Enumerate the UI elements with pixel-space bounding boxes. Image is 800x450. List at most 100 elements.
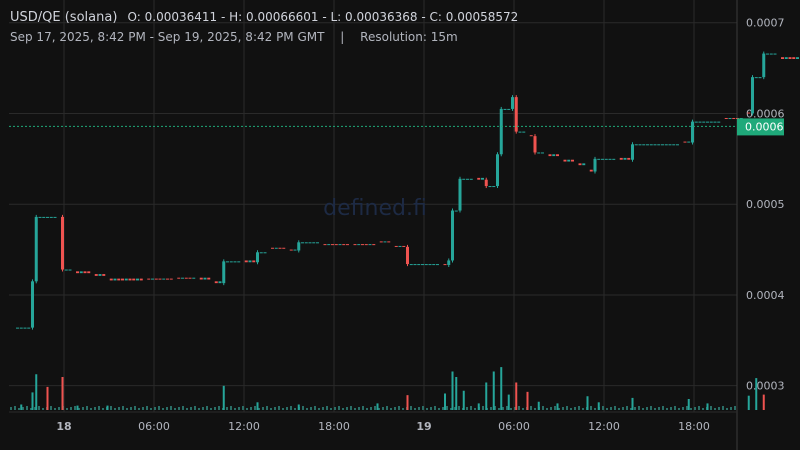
- candle: [537, 152, 541, 154]
- volume-bar: [78, 408, 80, 410]
- candle: [507, 108, 511, 110]
- volume-bar: [410, 406, 412, 410]
- volume-bar: [256, 402, 259, 410]
- candle: [717, 121, 721, 123]
- volume-bar: [606, 408, 608, 410]
- volume-bar: [214, 407, 216, 410]
- candle: [166, 278, 169, 280]
- x-tick-label: 12:00: [228, 420, 260, 433]
- volume-bar: [438, 408, 440, 410]
- candle: [529, 135, 533, 137]
- volume-bar: [166, 407, 168, 410]
- volume-bar: [730, 407, 732, 410]
- volume-bar: [502, 407, 504, 410]
- candle: [451, 210, 454, 261]
- watermark-text: defined.fi: [323, 196, 427, 221]
- volume-bar: [454, 407, 456, 410]
- volume-bar: [451, 371, 454, 410]
- volume-bar: [515, 382, 518, 410]
- volume-bar: [338, 406, 340, 410]
- candle: [271, 247, 274, 249]
- candle: [758, 77, 762, 79]
- candle: [623, 157, 627, 160]
- volume-bar: [126, 408, 128, 410]
- volume-bar: [490, 407, 492, 410]
- candle: [724, 117, 728, 119]
- candle: [428, 264, 432, 266]
- candle: [417, 264, 421, 266]
- candle: [691, 121, 694, 143]
- candle: [773, 53, 777, 55]
- candle: [128, 278, 132, 281]
- volume-bar: [678, 408, 680, 410]
- candle: [169, 278, 173, 280]
- candle: [683, 141, 687, 143]
- volume-bar: [246, 408, 248, 410]
- volume-bar: [314, 406, 316, 410]
- candle: [244, 260, 248, 263]
- candle: [631, 144, 634, 160]
- volume-bar: [390, 408, 392, 410]
- volume-bar: [422, 406, 424, 410]
- candle: [46, 216, 49, 218]
- volume-bar: [358, 407, 360, 410]
- volume-bar: [90, 408, 92, 410]
- volume-bar: [602, 406, 604, 410]
- candle: [788, 57, 792, 60]
- volume-bar: [485, 382, 488, 410]
- x-tick-label: 06:00: [138, 420, 170, 433]
- volume-bar: [230, 406, 232, 410]
- volume-bar: [530, 406, 532, 410]
- volume-bar: [698, 406, 700, 410]
- volume-bar: [210, 408, 212, 410]
- candle: [252, 260, 256, 263]
- candle: [601, 158, 604, 160]
- volume-bar: [222, 385, 225, 410]
- candle: [709, 121, 713, 123]
- volume-bar: [426, 408, 428, 410]
- volume-bar: [138, 408, 140, 410]
- volume-bar: [20, 404, 23, 410]
- candle: [769, 53, 773, 55]
- volume-bar: [537, 401, 540, 410]
- volume-bar: [61, 377, 64, 410]
- candle: [664, 144, 668, 146]
- volume-bar: [306, 408, 308, 410]
- candle: [394, 245, 398, 247]
- candle: [136, 278, 139, 281]
- volume-bar: [366, 408, 368, 410]
- volume-bar: [546, 408, 548, 410]
- candle: [687, 141, 691, 143]
- volume-bar: [310, 407, 312, 410]
- volume-bar: [726, 408, 728, 410]
- candle: [751, 77, 754, 114]
- volume-bar: [670, 407, 672, 410]
- volume-bar: [376, 403, 379, 410]
- candle: [466, 178, 469, 180]
- volume-bar: [286, 407, 288, 410]
- volume-bar: [330, 408, 332, 410]
- volume-bar: [162, 408, 164, 410]
- candle: [432, 264, 436, 266]
- candle: [237, 261, 241, 263]
- volume-bar: [18, 408, 20, 410]
- volume-bar: [418, 407, 420, 410]
- volume-bar: [706, 403, 709, 410]
- volume-bar: [510, 408, 512, 410]
- candle: [593, 158, 597, 172]
- candle: [327, 244, 331, 246]
- x-tick-label: 18: [56, 420, 71, 433]
- volume-bar: [406, 395, 409, 410]
- candle: [481, 177, 484, 180]
- volume-bar: [722, 406, 724, 410]
- volume-bar: [362, 406, 364, 410]
- volume-bar: [378, 408, 380, 410]
- candle: [503, 108, 507, 110]
- candle: [676, 144, 679, 146]
- volume-bar: [342, 408, 344, 410]
- volume-bar: [226, 407, 228, 410]
- volume-bar: [218, 406, 220, 410]
- volume-bar: [755, 378, 758, 410]
